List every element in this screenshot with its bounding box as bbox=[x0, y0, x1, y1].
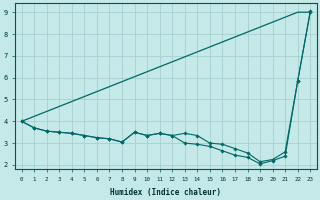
X-axis label: Humidex (Indice chaleur): Humidex (Indice chaleur) bbox=[110, 188, 221, 197]
